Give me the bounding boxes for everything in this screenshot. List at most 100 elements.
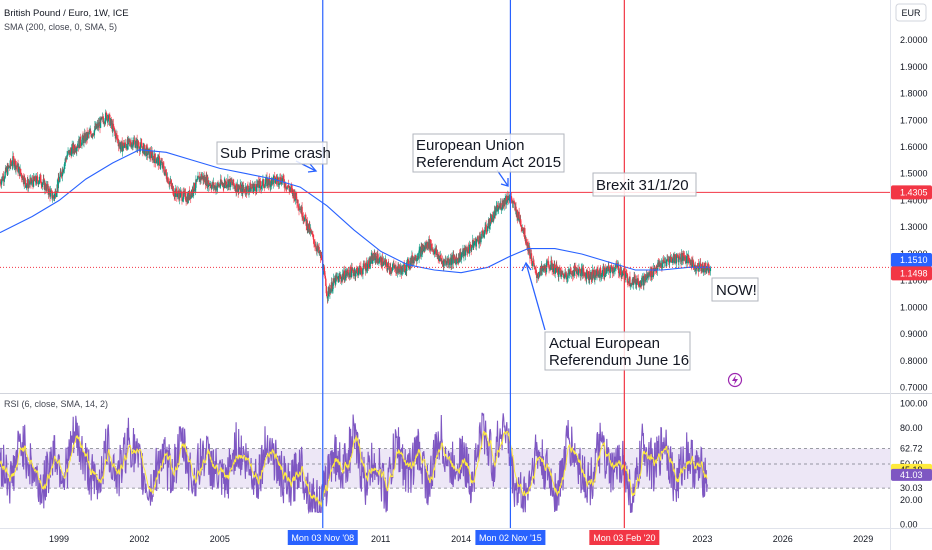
- price-candle: [520, 220, 522, 233]
- price-candle: [500, 198, 502, 211]
- price-candle: [406, 260, 408, 277]
- annotation-actual-referendum[interactable]: Actual European Referendum June 16: [544, 331, 691, 371]
- price-candle: [408, 266, 411, 270]
- price-candle: [671, 258, 673, 263]
- subprime-arrowhead: [307, 163, 318, 173]
- price-candle: [358, 266, 360, 275]
- price-candle: [681, 250, 683, 264]
- price-candle: [183, 189, 186, 197]
- price-candle: [40, 172, 42, 183]
- price-candle: [391, 262, 394, 273]
- lightning-icon[interactable]: [727, 372, 743, 388]
- price-candle: [452, 250, 454, 269]
- price-candle: [60, 167, 62, 173]
- price-candle: [411, 252, 414, 268]
- price-candle: [701, 261, 704, 267]
- annotation-eu-act[interactable]: European Union Referendum Act 2015: [412, 133, 565, 173]
- event-vertical-lines[interactable]: [322, 0, 625, 528]
- price-candle: [582, 264, 585, 278]
- price-candle: [167, 176, 169, 184]
- price-tick-label: 1.3000: [900, 222, 928, 232]
- price-candle: [233, 183, 236, 191]
- price-tick-label: 1.7000: [900, 115, 928, 125]
- price-candle: [598, 269, 600, 275]
- price-candle: [573, 262, 575, 279]
- price-candle: [414, 254, 417, 261]
- price-candle: [336, 276, 338, 280]
- price-candle: [460, 251, 463, 264]
- chart-title[interactable]: British Pound / Euro, 1W, ICE: [4, 8, 129, 19]
- price-candle: [696, 265, 698, 267]
- annotation-now[interactable]: NOW!: [711, 277, 759, 302]
- price-tag: 1.4305: [891, 185, 932, 200]
- actual-referendum-arrow[interactable]: [525, 262, 546, 331]
- price-candle: [508, 195, 510, 201]
- price-candle: [524, 224, 526, 240]
- price-candle: [611, 266, 613, 272]
- price-candle: [38, 181, 40, 183]
- price-candle: [242, 181, 245, 193]
- time-marker-label: Mon 03 Nov '08: [291, 533, 354, 543]
- currency-button[interactable]: EUR: [895, 3, 927, 22]
- price-candle: [208, 180, 210, 185]
- price-candle: [225, 178, 228, 189]
- price-candle: [73, 142, 75, 154]
- price-candle: [373, 249, 375, 263]
- price-candle: [0, 179, 2, 187]
- price-candle: [583, 272, 586, 277]
- price-candle: [350, 262, 353, 278]
- price-candle: [586, 267, 588, 278]
- price-candle: [685, 250, 688, 263]
- price-candle: [383, 259, 385, 265]
- time-marker-label: Mon 02 Nov '15: [479, 533, 542, 543]
- price-candle: [192, 192, 195, 199]
- price-candle: [480, 233, 482, 245]
- time-axis[interactable]: 199920022005201120147202320262029: [49, 534, 873, 544]
- price-candle: [372, 252, 374, 261]
- price-candle: [651, 265, 653, 277]
- price-candle: [497, 200, 500, 214]
- price-candle: [683, 255, 685, 262]
- rsi-legend[interactable]: RSI (6, close, SMA, 14, 2): [4, 399, 108, 409]
- price-candle: [64, 156, 67, 166]
- price-axis[interactable]: 2.0000 1.9000 1.8000 1.7000 1.6000 1.5000 1.40…: [900, 35, 928, 393]
- price-candle: [465, 244, 467, 251]
- time-tick-label: 2011: [371, 534, 390, 544]
- actual-referendum-arrowhead: [521, 261, 532, 272]
- price-tick-label: 0.8000: [900, 356, 928, 366]
- sma-line: [0, 149, 711, 274]
- price-candle: [155, 157, 157, 164]
- price-candle: [557, 266, 559, 275]
- price-pane[interactable]: [0, 0, 890, 393]
- price-candle: [284, 182, 287, 191]
- price-candle: [120, 141, 122, 152]
- price-candle: [398, 263, 400, 275]
- price-candle: [290, 184, 292, 193]
- price-candle: [463, 248, 465, 262]
- rsi-tick-label: 30.03: [900, 483, 923, 493]
- price-candle: [448, 257, 450, 269]
- price-candle: [132, 143, 134, 151]
- time-tick-label: 2026: [773, 534, 793, 544]
- price-candle: [190, 189, 192, 199]
- price-candle: [218, 183, 221, 189]
- price-candle: [112, 118, 115, 129]
- price-candle: [467, 242, 470, 254]
- price-candle: [478, 242, 480, 249]
- price-candle: [40, 178, 42, 190]
- annotation-brexit[interactable]: Brexit 31/1/20: [592, 172, 697, 197]
- rsi-tick-label: 100.00: [900, 399, 928, 409]
- price-candle: [15, 160, 18, 170]
- time-tick-label: 2029: [853, 534, 873, 544]
- time-tick-label: 2014: [451, 534, 471, 544]
- annotation-subprime[interactable]: Sub Prime crash: [216, 141, 331, 165]
- price-candle: [493, 205, 496, 220]
- eu-act-arrow[interactable]: [496, 169, 509, 187]
- price-candle: [90, 131, 92, 139]
- price-candle: [369, 255, 371, 266]
- sma-legend[interactable]: SMA (200, close, 0, SMA, 5): [4, 22, 117, 32]
- annotation-brexit-text: Brexit 31/1/20: [596, 177, 689, 194]
- price-candle: [481, 227, 484, 232]
- price-candle: [254, 180, 256, 188]
